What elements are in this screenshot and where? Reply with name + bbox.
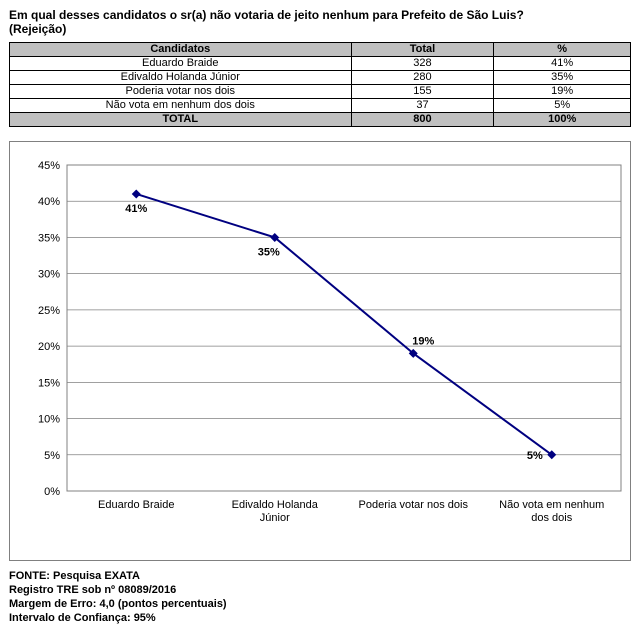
table-row: Poderia votar nos dois 155 19%: [9, 84, 631, 99]
rejection-line-chart: 0% 5% 10% 15% 20% 25% 30% 35% 40% 45% 41% 35% 19% 5% E…: [38, 160, 622, 524]
data-label: 35%: [258, 246, 280, 258]
data-point-marker: [408, 348, 418, 358]
cell-total: 37: [350, 98, 495, 113]
x-category-label: Eduardo Braide: [98, 499, 174, 511]
data-label: 5%: [527, 450, 543, 462]
cell-candidate: Poderia votar nos dois: [9, 84, 352, 99]
y-tick-label: 15%: [38, 377, 60, 389]
cell-percent: 41%: [493, 56, 631, 71]
x-category-label: Poderia votar nos dois: [359, 499, 469, 511]
table-total-row: TOTAL 800 100%: [9, 112, 631, 127]
x-category-label: Júnior: [260, 512, 290, 524]
cell-total-percent: 100%: [493, 112, 631, 127]
col-header-total: Total: [350, 42, 495, 57]
table-row: Edivaldo Holanda Júnior 280 35%: [9, 70, 631, 85]
data-point-marker: [547, 450, 557, 460]
cell-candidate: Não vota em nenhum dos dois: [9, 98, 352, 113]
y-tick-label: 25%: [38, 305, 60, 317]
chart-panel: 0% 5% 10% 15% 20% 25% 30% 35% 40% 45% 41% 35% 19% 5% E…: [9, 141, 631, 561]
table-row: Eduardo Braide 328 41%: [9, 56, 631, 71]
y-tick-label: 20%: [38, 341, 60, 353]
col-header-percent: %: [493, 42, 631, 57]
table-row: Não vota em nenhum dos dois 37 5%: [9, 98, 631, 113]
cell-total: 280: [350, 70, 495, 85]
y-tick-label: 0%: [44, 486, 60, 498]
title-question: Em qual desses candidatos o sr(a) não vo…: [9, 8, 524, 22]
cell-candidate: Eduardo Braide: [9, 56, 352, 71]
series-line: [135, 193, 553, 456]
footer-line-margem: Margem de Erro: 4,0 (pontos percentuais): [9, 598, 227, 610]
cell-percent: 35%: [493, 70, 631, 85]
footer-notes: FONTE: Pesquisa EXATA Registro TRE sob n…: [9, 569, 631, 625]
plot-area: [66, 164, 622, 492]
footer-line-registro: Registro TRE sob nº 08089/2016: [9, 584, 177, 596]
cell-total-count: 800: [350, 112, 495, 127]
y-tick-label: 45%: [38, 160, 60, 172]
cell-percent: 5%: [493, 98, 631, 113]
cell-total-label: TOTAL: [9, 112, 352, 127]
data-label: 41%: [125, 203, 147, 215]
x-category-label: dos dois: [531, 512, 572, 524]
data-label: 19%: [412, 335, 434, 347]
data-point-marker: [131, 189, 141, 199]
y-tick-label: 35%: [38, 232, 60, 244]
cell-total: 328: [350, 56, 495, 71]
x-category-label: Edivaldo Holanda: [232, 499, 319, 511]
col-header-candidatos: Candidatos: [9, 42, 352, 57]
cell-candidate: Edivaldo Holanda Júnior: [9, 70, 352, 85]
y-tick-label: 30%: [38, 269, 60, 281]
footer-line-fonte: FONTE: Pesquisa EXATA: [9, 570, 141, 582]
report-page: Em qual desses candidatos o sr(a) não vo…: [9, 8, 631, 625]
page-title: Em qual desses candidatos o sr(a) não vo…: [9, 8, 631, 36]
cell-total: 155: [350, 84, 495, 99]
footer-line-intervalo: Intervalo de Confiança: 95%: [9, 612, 156, 624]
cell-percent: 19%: [493, 84, 631, 99]
title-qualifier: (Rejeição): [9, 22, 67, 36]
x-category-label: Não vota em nenhum: [499, 499, 604, 511]
rejection-table: Candidatos Total % Eduardo Braide 328 41…: [9, 42, 631, 127]
y-tick-label: 10%: [38, 414, 60, 426]
y-tick-label: 5%: [44, 450, 60, 462]
data-point-marker: [270, 232, 280, 242]
table-header-row: Candidatos Total %: [9, 42, 631, 57]
y-tick-label: 40%: [38, 196, 60, 208]
